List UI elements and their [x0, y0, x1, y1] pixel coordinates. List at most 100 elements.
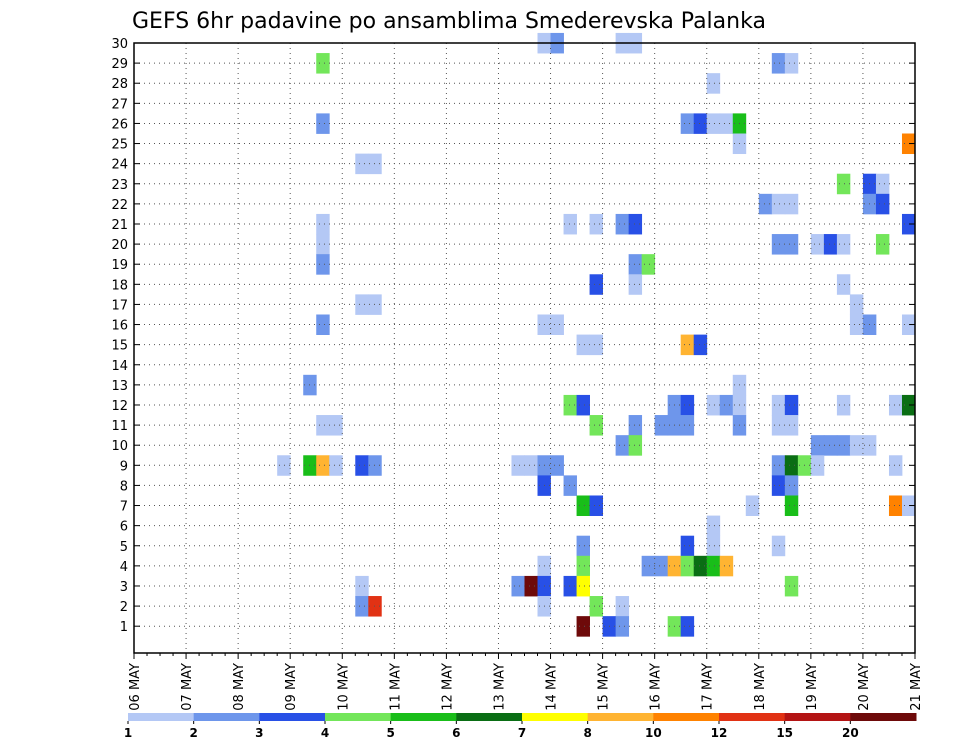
- x-tick-label: 11 MAY: [388, 663, 403, 711]
- legend-swatch: [128, 713, 195, 721]
- heatmap-cell: [719, 555, 734, 577]
- heatmap-cell: [706, 555, 721, 577]
- heatmap-cell: [888, 495, 903, 516]
- y-tick-label: 21: [111, 218, 128, 233]
- y-axis: 1234567891011121314151617181920212223242…: [111, 37, 915, 635]
- heatmap-cell: [771, 234, 786, 255]
- heatmap-cell: [355, 455, 369, 476]
- heatmap-cell: [888, 394, 903, 416]
- x-tick-label: 13 MAY: [492, 663, 507, 711]
- y-tick-label: 10: [111, 439, 128, 454]
- heatmap-cell: [316, 254, 330, 275]
- heatmap-cell: [810, 435, 825, 456]
- legend-label: 6: [452, 726, 460, 740]
- x-axis: 06 MAY 07 MAY 08 MAY 09 MAY 10 MAY 11 MAY 12 M…: [128, 653, 924, 711]
- heatmap-cell: [316, 213, 330, 235]
- y-tick-label: 6: [120, 520, 128, 535]
- heatmap-cell: [784, 575, 799, 597]
- heatmap-cell: [849, 294, 864, 315]
- heatmap-cell: [784, 193, 799, 215]
- heatmap-cell: [355, 596, 369, 617]
- legend-label: 12: [711, 726, 728, 740]
- heatmap-cell: [784, 53, 799, 74]
- x-tick-label: 07 MAY: [180, 663, 195, 711]
- legend-label: 7: [518, 726, 526, 740]
- heatmap-cell: [706, 515, 721, 537]
- heatmap-cell: [680, 555, 695, 577]
- cells-layer: [277, 32, 916, 637]
- x-tick-label: 19 MAY: [805, 663, 820, 711]
- heatmap-cell: [628, 435, 643, 456]
- heatmap-cell: [784, 475, 799, 496]
- heatmap-cell: [355, 153, 369, 175]
- x-tick-label: 12 MAY: [440, 663, 455, 711]
- y-tick-label: 5: [120, 540, 128, 555]
- legend-swatch: [653, 713, 720, 721]
- y-tick-label: 2: [120, 600, 128, 615]
- y-tick-label: 30: [111, 37, 128, 52]
- heatmap-cell: [901, 213, 916, 235]
- y-tick-label: 25: [111, 138, 128, 153]
- y-tick-label: 7: [120, 500, 128, 515]
- heatmap-cell: [628, 415, 643, 436]
- heatmap-cell: [589, 334, 603, 356]
- heatmap-cell: [277, 455, 291, 476]
- heatmap-cell: [706, 535, 721, 557]
- heatmap-cell: [563, 475, 577, 496]
- legend-swatch: [784, 713, 851, 721]
- heatmap-cell: [771, 455, 786, 476]
- heatmap-cell: [836, 173, 851, 195]
- heatmap-cell: [654, 415, 669, 436]
- y-tick-label: 19: [111, 258, 128, 273]
- legend-swatch: [325, 713, 392, 721]
- heatmap-cell: [901, 314, 916, 335]
- heatmap-cell: [563, 575, 577, 597]
- heatmap-cell: [771, 535, 786, 557]
- heatmap-cell: [550, 455, 564, 476]
- heatmap-cell: [810, 234, 825, 255]
- heatmap-cell: [355, 294, 369, 315]
- heatmap-cell: [355, 575, 369, 597]
- heatmap-cell: [901, 394, 916, 416]
- heatmap-cell: [615, 596, 630, 617]
- heatmap-cell: [576, 334, 590, 356]
- heatmap-cell: [511, 455, 525, 476]
- legend-label: 4: [321, 726, 329, 740]
- y-tick-label: 17: [111, 298, 128, 313]
- heatmap-cell: [576, 495, 590, 516]
- heatmap-cell: [329, 415, 343, 436]
- heatmap-cell: [693, 555, 708, 577]
- heatmap-cell: [680, 394, 695, 416]
- heatmap-cell: [563, 394, 577, 416]
- x-tick-label: 10 MAY: [336, 663, 351, 711]
- heatmap-cell: [524, 575, 538, 597]
- y-tick-label: 1: [120, 620, 128, 635]
- heatmap-cell: [654, 555, 669, 577]
- y-tick-label: 20: [111, 238, 128, 253]
- heatmap-cell: [316, 113, 330, 134]
- heatmap-cell: [771, 415, 786, 436]
- y-tick-label: 4: [120, 560, 128, 575]
- x-tick-label: 16 MAY: [649, 663, 664, 711]
- heatmap-cell: [316, 455, 330, 476]
- heatmap-cell: [706, 394, 721, 416]
- heatmap-cell: [628, 254, 643, 275]
- y-tick-label: 11: [111, 419, 128, 434]
- heatmap-cell: [680, 616, 695, 637]
- heatmap-cell: [719, 113, 734, 134]
- heatmap-cell: [823, 435, 838, 456]
- heatmap-cell: [680, 415, 695, 436]
- x-tick-label: 15 MAY: [597, 663, 612, 711]
- heatmap-cell: [784, 495, 799, 516]
- legend-label: 15: [776, 726, 793, 740]
- heatmap-cell: [875, 234, 890, 255]
- plot-frame: [133, 42, 916, 654]
- heatmap-cell: [810, 455, 825, 476]
- heatmap-cell: [615, 435, 630, 456]
- heatmap-cell: [368, 455, 382, 476]
- heatmap-cell: [693, 334, 708, 356]
- heatmap-cell: [823, 234, 838, 255]
- y-tick-label: 23: [111, 178, 128, 193]
- heatmap-cell: [784, 455, 799, 476]
